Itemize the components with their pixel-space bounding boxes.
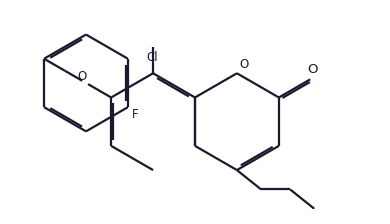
Text: F: F [131, 108, 138, 121]
Text: O: O [77, 70, 86, 83]
Text: O: O [307, 63, 317, 76]
Text: O: O [240, 58, 249, 71]
Text: Cl: Cl [146, 51, 158, 64]
